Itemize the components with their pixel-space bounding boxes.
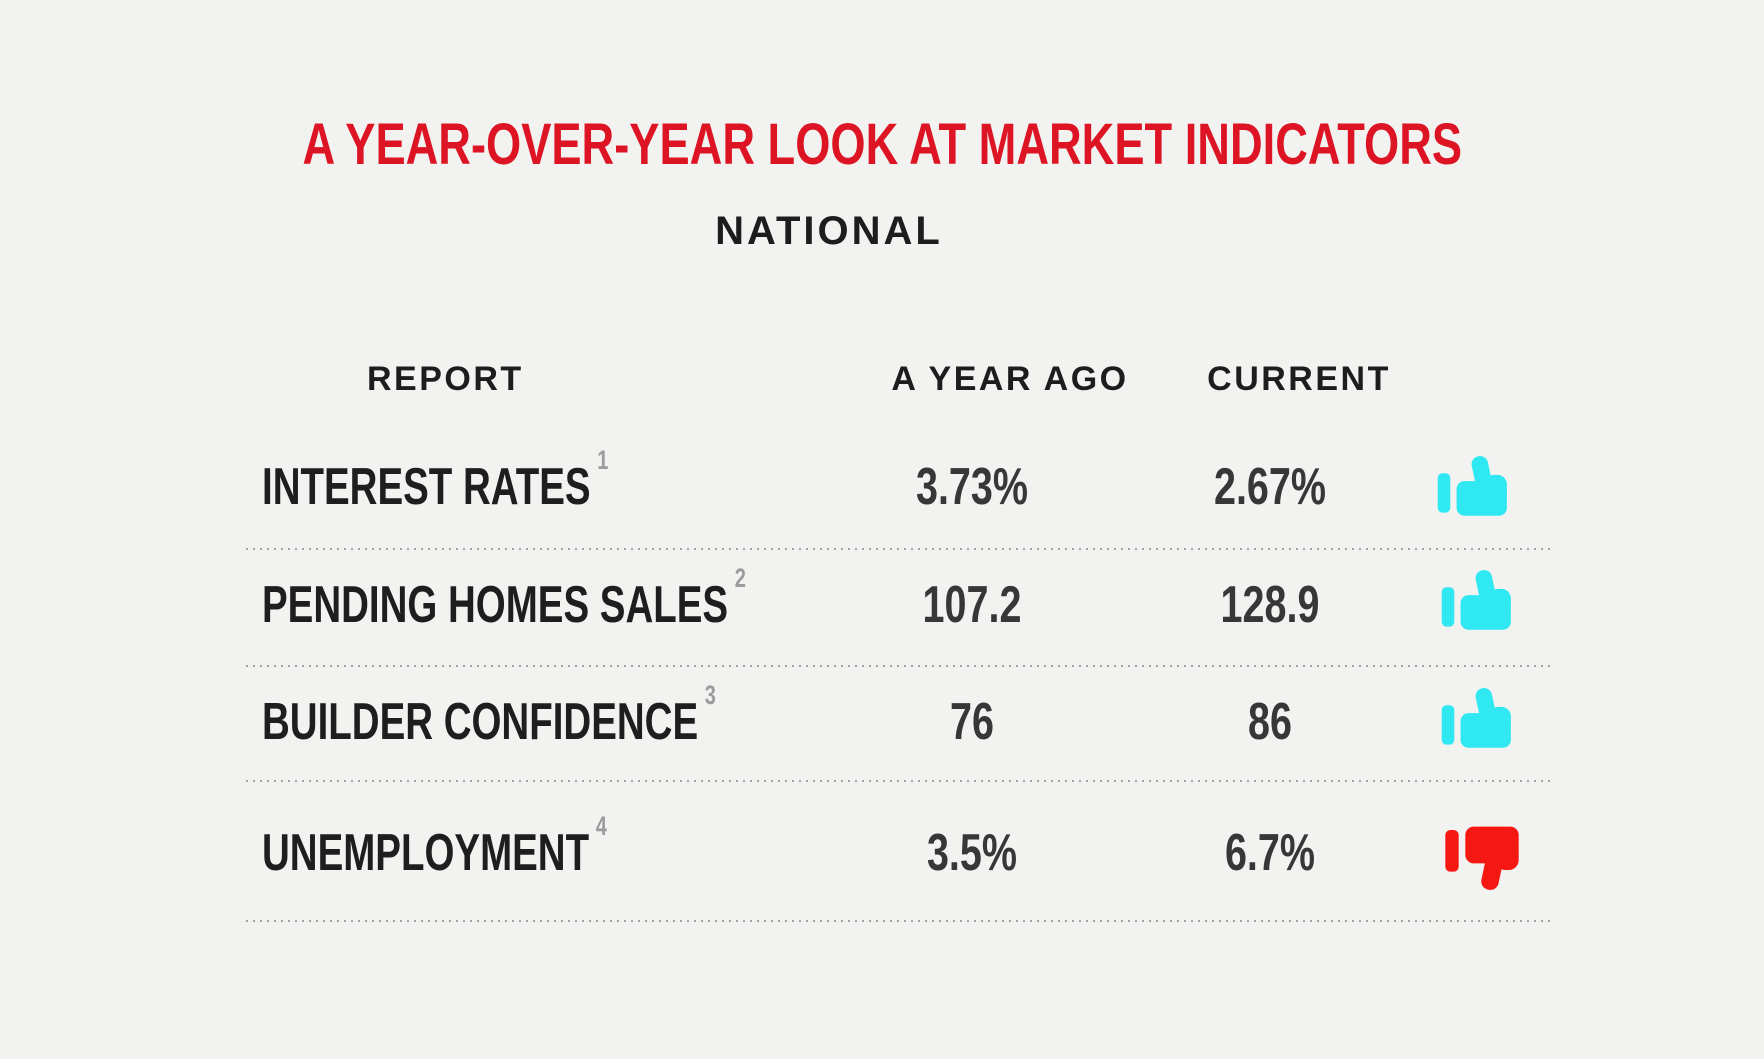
- row-separator: [246, 920, 1554, 923]
- value-current: 6.7%: [1224, 824, 1316, 882]
- value-current: 86: [1248, 693, 1292, 751]
- row-label-text: BUILDER CONFIDENCE: [262, 693, 699, 751]
- row-footnote: 1: [597, 444, 609, 475]
- row-label-text: INTEREST RATES: [262, 458, 591, 516]
- row-separator: [246, 780, 1554, 783]
- column-header-current: CURRENT: [1207, 360, 1391, 398]
- row-label: INTEREST RATES 1: [262, 446, 730, 516]
- thumbs-up-icon: [1441, 688, 1521, 754]
- page-subtitle: NATIONAL: [715, 209, 943, 253]
- page-title: A YEAR-OVER-YEAR LOOK AT MARKET INDICATO…: [0, 116, 1764, 174]
- value-a-year-ago: 3.5%: [926, 824, 1018, 882]
- column-header-a-year-ago: A YEAR AGO: [891, 360, 1129, 398]
- row-footnote: 4: [595, 810, 607, 841]
- row-separator: [246, 548, 1554, 551]
- value-current: 2.67%: [1213, 458, 1327, 516]
- thumbs-down-icon: [1444, 820, 1530, 890]
- column-header-report: REPORT: [367, 360, 524, 398]
- row-footnote: 3: [704, 679, 716, 710]
- row-separator: [246, 665, 1554, 668]
- value-a-year-ago: 76: [950, 693, 994, 751]
- value-current: 128.9: [1220, 576, 1320, 634]
- row-label: PENDING HOMES SALES 2: [262, 564, 916, 634]
- row-label-text: PENDING HOMES SALES: [262, 576, 729, 634]
- row-label: UNEMPLOYMENT 4: [262, 812, 728, 882]
- value-a-year-ago: 107.2: [922, 576, 1022, 634]
- page-title-text: A YEAR-OVER-YEAR LOOK AT MARKET INDICATO…: [302, 112, 1462, 177]
- row-footnote: 2: [734, 562, 746, 593]
- row-label-text: UNEMPLOYMENT: [262, 824, 590, 882]
- thumbs-up-icon: [1437, 456, 1517, 522]
- row-label: BUILDER CONFIDENCE 3: [262, 681, 875, 751]
- thumbs-up-icon: [1441, 570, 1521, 636]
- value-a-year-ago: 3.73%: [915, 458, 1029, 516]
